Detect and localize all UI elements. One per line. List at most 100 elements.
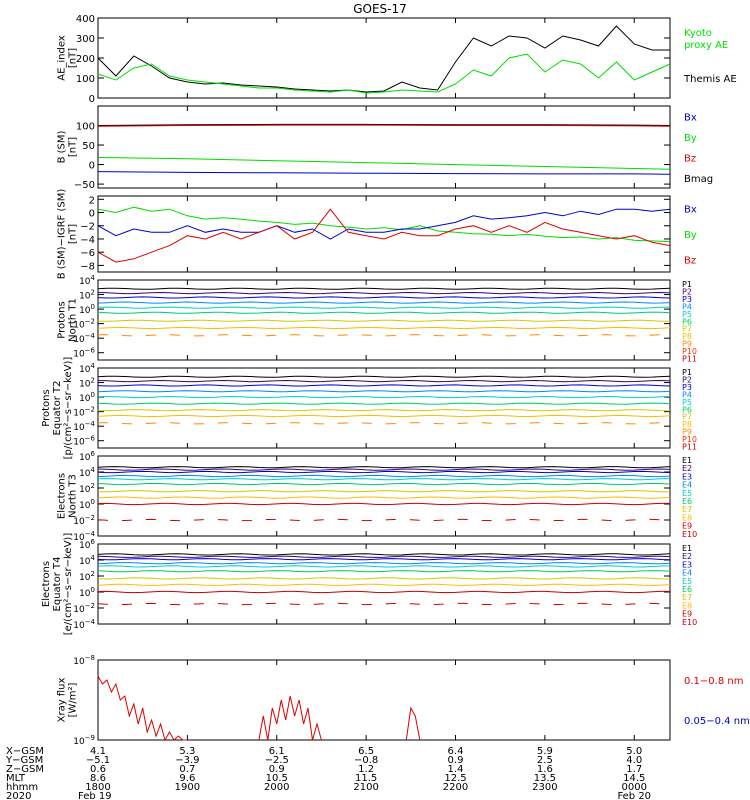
legend-channel: P10 bbox=[682, 347, 697, 356]
x-tick-value: 1.4 bbox=[448, 764, 464, 775]
y-axis-label: North T1 bbox=[68, 298, 79, 342]
series-line bbox=[97, 414, 671, 418]
legend-channel: P2 bbox=[682, 375, 692, 384]
legend-channel: P10 bbox=[682, 435, 697, 444]
x-tick-value: 0000 bbox=[622, 782, 647, 793]
x-row-label: X−GSM bbox=[6, 746, 44, 757]
series-line bbox=[97, 208, 671, 240]
x-tick-value: 5.0 bbox=[626, 746, 642, 757]
y-tick-label: 10−2 bbox=[73, 318, 95, 331]
series-line bbox=[97, 555, 671, 558]
series-line bbox=[97, 311, 671, 314]
y-axis-label: [e/(cm²−s−sr−keV)] bbox=[63, 533, 74, 636]
series-line bbox=[97, 470, 671, 474]
legend-channel: P5 bbox=[682, 398, 692, 407]
legend-label: 0.05−0.4 nm bbox=[684, 716, 750, 727]
x-tick-value: 6.5 bbox=[358, 746, 374, 757]
y-tick-label: −50 bbox=[74, 180, 95, 191]
x-tick-value: 5.3 bbox=[179, 746, 195, 757]
legend-label: 0.1−0.8 nm bbox=[684, 676, 743, 687]
y-tick-label: 0 bbox=[89, 94, 95, 105]
x-tick-value: 2300 bbox=[532, 782, 557, 793]
y-axis-label: North T3 bbox=[68, 474, 79, 518]
legend-channel: E8 bbox=[682, 601, 692, 610]
y-tick-label: 0 bbox=[89, 209, 95, 220]
y-axis-label: [p/(cm²−s−sr−keV)] bbox=[63, 357, 74, 460]
x-tick-value: 2000 bbox=[264, 782, 289, 793]
legend-label: Bx bbox=[684, 205, 697, 216]
legend-channel: E10 bbox=[682, 618, 697, 627]
y-tick-label: 100 bbox=[79, 586, 95, 599]
series-line bbox=[97, 208, 671, 263]
y-tick-label: 100 bbox=[79, 303, 95, 316]
y-tick-label: 102 bbox=[79, 570, 95, 583]
x-tick-value: −5.1 bbox=[86, 755, 110, 766]
y-tick-label: −2 bbox=[80, 222, 95, 233]
legend-channel: P3 bbox=[682, 383, 692, 392]
series-line bbox=[97, 157, 671, 170]
legend-channel: E9 bbox=[682, 610, 692, 619]
legend-channel: E7 bbox=[682, 505, 692, 514]
x-tick-value: 1.7 bbox=[626, 764, 642, 775]
x-tick-value: −0.8 bbox=[354, 755, 378, 766]
legend-channel: P7 bbox=[682, 325, 692, 334]
legend-channel: E3 bbox=[682, 560, 692, 569]
legend-channel: E10 bbox=[682, 530, 697, 539]
y-tick-label: 100 bbox=[76, 122, 95, 133]
x-row-label: 2020 bbox=[6, 791, 31, 800]
x-row-label: Z−GSM bbox=[6, 764, 44, 775]
legend-channel: E4 bbox=[682, 481, 692, 490]
y-tick-label: 200 bbox=[76, 54, 95, 65]
series-line bbox=[97, 375, 671, 378]
x-tick-value: 1.6 bbox=[537, 764, 553, 775]
y-tick-label: 10−4 bbox=[73, 530, 95, 543]
x-tick-value: 5.9 bbox=[537, 746, 553, 757]
legend-label: Bz bbox=[684, 153, 696, 164]
series-line bbox=[97, 287, 671, 290]
legend-label: By bbox=[684, 133, 697, 144]
legend-channel: E6 bbox=[682, 585, 692, 594]
legend-channel: P11 bbox=[682, 443, 697, 452]
y-tick-label: 10−6 bbox=[73, 435, 95, 448]
legend-channel: E8 bbox=[682, 513, 692, 522]
series-line bbox=[97, 123, 671, 126]
series-line bbox=[97, 482, 671, 486]
x-tick-value: 14.5 bbox=[623, 773, 645, 784]
x-row-label: Y−GSM bbox=[5, 755, 43, 766]
series-line bbox=[97, 301, 671, 304]
y-axis-label: Xray flux bbox=[57, 678, 68, 723]
legend-channel: P4 bbox=[682, 302, 692, 311]
y-tick-label: 0 bbox=[89, 161, 95, 172]
series-line bbox=[97, 53, 671, 94]
series-line bbox=[97, 334, 671, 337]
y-tick-label: 102 bbox=[79, 377, 95, 390]
panel-frame bbox=[97, 195, 671, 273]
panel-frame bbox=[97, 279, 671, 361]
y-tick-label: 400 bbox=[76, 14, 95, 25]
series-line bbox=[97, 390, 671, 393]
series-line bbox=[97, 565, 671, 568]
series-line bbox=[97, 553, 671, 556]
series-line bbox=[97, 171, 671, 175]
series-line bbox=[97, 422, 671, 425]
y-tick-label: 10−8 bbox=[73, 654, 95, 667]
y-tick-label: −8 bbox=[80, 261, 95, 272]
y-axis-label: [nT] bbox=[68, 137, 79, 157]
y-tick-label: 10−4 bbox=[73, 332, 95, 345]
panel-frame bbox=[97, 105, 671, 189]
x-tick-value: 0.9 bbox=[269, 764, 285, 775]
x-tick-value: 0.6 bbox=[90, 764, 106, 775]
x-tick-value: 8.6 bbox=[90, 773, 106, 784]
x-tick-value: Feb 19 bbox=[78, 791, 112, 800]
y-axis-label: AE_index bbox=[57, 35, 68, 81]
series-line bbox=[97, 319, 671, 322]
y-tick-label: 50 bbox=[82, 141, 95, 152]
legend-channel: P6 bbox=[682, 317, 692, 326]
y-axis-label: Electrons bbox=[41, 561, 52, 607]
plot-title: GOES-17 bbox=[353, 2, 407, 16]
series-line bbox=[97, 490, 671, 493]
y-tick-label: 100 bbox=[79, 391, 95, 404]
